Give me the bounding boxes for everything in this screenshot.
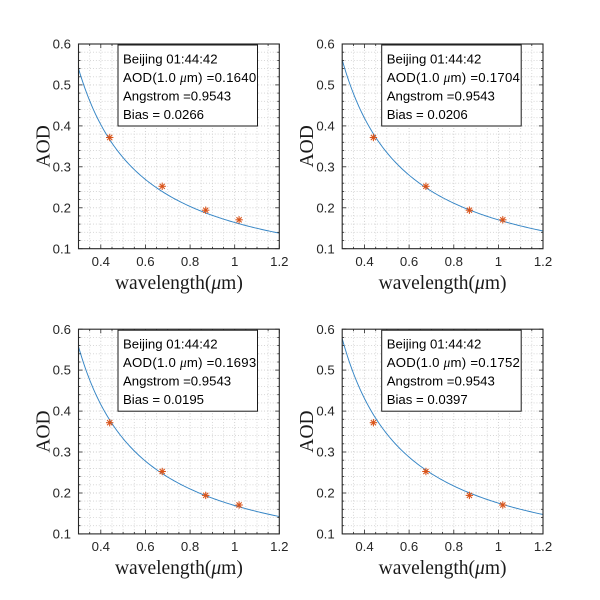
svg-text:0.8: 0.8: [181, 254, 199, 269]
svg-text:0.4: 0.4: [53, 119, 71, 134]
svg-text:0.2: 0.2: [53, 486, 71, 501]
svg-text:0.6: 0.6: [53, 37, 71, 52]
svg-text:0.2: 0.2: [316, 200, 334, 215]
svg-text:Beijing 01:44:42: Beijing 01:44:42: [387, 51, 482, 66]
svg-text:Beijing 01:44:42: Beijing 01:44:42: [387, 337, 482, 352]
svg-text:1.2: 1.2: [270, 539, 288, 554]
svg-text:AOD(1.0 μm) =0.1704: AOD(1.0 μm) =0.1704: [387, 70, 520, 85]
svg-text:0.4: 0.4: [355, 539, 373, 554]
svg-text:1: 1: [495, 254, 502, 269]
svg-text:0.4: 0.4: [316, 119, 334, 134]
svg-text:0.4: 0.4: [92, 539, 110, 554]
svg-text:AOD: AOD: [297, 410, 318, 452]
svg-text:0.6: 0.6: [400, 539, 418, 554]
svg-text:0.3: 0.3: [53, 159, 71, 174]
svg-text:0.4: 0.4: [316, 404, 334, 419]
svg-text:Beijing 01:44:42: Beijing 01:44:42: [123, 337, 218, 352]
svg-text:0.6: 0.6: [400, 254, 418, 269]
svg-text:1: 1: [231, 539, 238, 554]
svg-text:Bias = 0.0397: Bias = 0.0397: [387, 392, 468, 407]
svg-text:0.3: 0.3: [316, 159, 334, 174]
svg-text:0.3: 0.3: [316, 445, 334, 460]
svg-text:Angstrom =0.9543: Angstrom =0.9543: [123, 374, 231, 389]
svg-text:0.1: 0.1: [316, 527, 334, 542]
svg-text:1: 1: [495, 539, 502, 554]
svg-text:Angstrom =0.9543: Angstrom =0.9543: [387, 374, 495, 389]
svg-text:wavelength(μm): wavelength(μm): [115, 558, 243, 579]
svg-text:Beijing 01:44:42: Beijing 01:44:42: [123, 51, 218, 66]
svg-text:0.1: 0.1: [53, 241, 71, 256]
svg-text:0.2: 0.2: [316, 486, 334, 501]
svg-text:AOD(1.0 μm) =0.1752: AOD(1.0 μm) =0.1752: [387, 355, 520, 370]
svg-text:AOD(1.0 μm) =0.1693: AOD(1.0 μm) =0.1693: [123, 355, 256, 370]
svg-text:0.1: 0.1: [316, 241, 334, 256]
svg-text:0.8: 0.8: [181, 539, 199, 554]
svg-text:Angstrom =0.9543: Angstrom =0.9543: [123, 88, 231, 103]
svg-text:AOD: AOD: [34, 125, 55, 167]
svg-text:0.4: 0.4: [92, 254, 110, 269]
svg-text:1: 1: [231, 254, 238, 269]
svg-text:0.6: 0.6: [136, 254, 154, 269]
svg-text:wavelength(μm): wavelength(μm): [115, 273, 243, 294]
svg-text:1.2: 1.2: [534, 254, 552, 269]
svg-text:Bias = 0.0206: Bias = 0.0206: [387, 107, 468, 122]
svg-text:0.2: 0.2: [53, 200, 71, 215]
svg-text:0.5: 0.5: [316, 78, 334, 93]
svg-text:0.4: 0.4: [53, 404, 71, 419]
svg-text:AOD: AOD: [34, 410, 55, 452]
svg-text:0.6: 0.6: [136, 539, 154, 554]
svg-text:1.2: 1.2: [270, 254, 288, 269]
svg-text:0.8: 0.8: [445, 539, 463, 554]
svg-text:Angstrom =0.9543: Angstrom =0.9543: [387, 88, 495, 103]
svg-text:AOD: AOD: [297, 125, 318, 167]
svg-text:0.5: 0.5: [53, 78, 71, 93]
svg-text:0.8: 0.8: [445, 254, 463, 269]
svg-text:0.1: 0.1: [53, 527, 71, 542]
svg-text:wavelength(μm): wavelength(μm): [379, 273, 507, 294]
svg-text:0.3: 0.3: [53, 445, 71, 460]
svg-text:wavelength(μm): wavelength(μm): [379, 558, 507, 579]
svg-text:0.4: 0.4: [355, 254, 373, 269]
svg-text:0.5: 0.5: [316, 363, 334, 378]
svg-text:AOD(1.0 μm) =0.1640: AOD(1.0 μm) =0.1640: [123, 70, 256, 85]
svg-text:Bias = 0.0195: Bias = 0.0195: [123, 392, 204, 407]
svg-text:1.2: 1.2: [534, 539, 552, 554]
svg-text:Bias = 0.0266: Bias = 0.0266: [123, 107, 204, 122]
svg-text:0.6: 0.6: [53, 322, 71, 337]
svg-text:0.6: 0.6: [316, 37, 334, 52]
svg-text:0.6: 0.6: [316, 322, 334, 337]
svg-text:0.5: 0.5: [53, 363, 71, 378]
